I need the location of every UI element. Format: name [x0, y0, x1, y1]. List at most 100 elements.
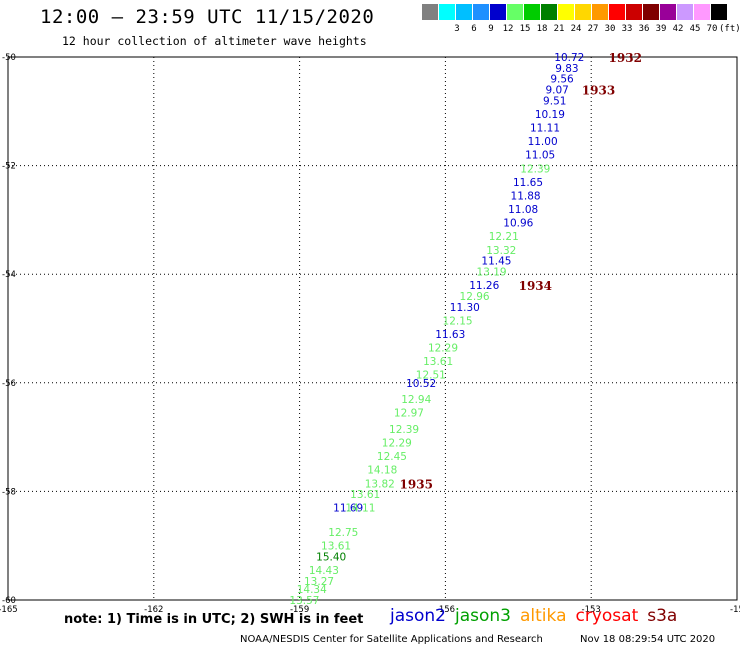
page-title: 12:00 — 23:59 UTC 11/15/2020 [40, 6, 375, 28]
legend-label: 6 [471, 24, 477, 34]
legend-label: 3 [454, 24, 460, 34]
y-tick-label: -54 [2, 270, 16, 280]
x-tick-label: -15 [730, 605, 740, 615]
satellite-cryosat: cryosat [575, 606, 639, 626]
legend-label: 33 [621, 24, 633, 34]
units-note: note: 1) Time is in UTC; 2) SWH is in fe… [64, 612, 364, 627]
wave-height-value: 10.52 [406, 378, 436, 390]
legend-swatch [422, 4, 438, 20]
wave-height-value: 12.51 [416, 370, 446, 382]
wave-height-value: 12.29 [382, 438, 412, 450]
wave-height-value: 13.61 [350, 489, 380, 501]
satellite-s3a: s3a [647, 606, 678, 626]
legend-label: 30 [604, 24, 616, 34]
wave-height-value: 9.83 [555, 63, 578, 75]
wave-height-value: 11.88 [511, 190, 541, 202]
legend-swatch [439, 4, 455, 20]
wave-height-value: 12.15 [443, 315, 473, 327]
wave-height-value: 13.61 [423, 356, 453, 368]
legend-swatch [507, 4, 523, 20]
wave-height-value: 11.08 [508, 204, 538, 216]
legend-swatch [558, 4, 574, 20]
legend-label: 36 [638, 24, 650, 34]
y-tick-label: -52 [2, 162, 16, 172]
legend-swatch [643, 4, 659, 20]
legend-swatch [609, 4, 625, 20]
legend-label: (ft) [719, 24, 740, 34]
legend-swatch [626, 4, 642, 20]
legend-swatch [473, 4, 489, 20]
wave-height-value: 12.94 [401, 394, 431, 406]
wave-height-value: 12.45 [377, 451, 407, 463]
map-frame [7, 56, 738, 601]
legend-label: 15 [519, 24, 531, 34]
generated-timestamp: Nov 18 08:29:54 UTC 2020 [580, 634, 716, 645]
x-tick-label: -162 [144, 605, 163, 615]
legend-label: 12 [502, 24, 514, 34]
wave-height-value: 11.69 [333, 503, 363, 515]
legend-label: 39 [655, 24, 667, 34]
wave-height-value: 15.40 [316, 552, 346, 564]
legend-label: 24 [570, 24, 582, 34]
wave-height-value: 12.21 [489, 231, 519, 243]
satellite-legend: jason2 jason3 altika cryosat s3a [390, 606, 686, 626]
y-tick-label: -58 [2, 487, 16, 497]
wave-height-value: 12.29 [428, 343, 458, 355]
wave-height-value: 14.18 [367, 465, 397, 477]
credit-text: NOAA/NESDIS Center for Satellite Applica… [240, 634, 543, 645]
wave-height-value: 13.19 [477, 266, 507, 278]
legend-swatch [694, 4, 710, 20]
wave-height-value: 11.63 [435, 329, 465, 341]
pass-number-label: 1934 [519, 279, 552, 293]
legend-label: 45 [689, 24, 701, 34]
x-tick-label: -156 [436, 605, 455, 615]
x-tick-label: -153 [582, 605, 601, 615]
wave-height-value: 12.75 [328, 527, 358, 539]
page-subtitle: 12 hour collection of altimeter wave hei… [62, 34, 367, 48]
legend-swatch [677, 4, 693, 20]
pass-number-label: 1932 [609, 51, 642, 65]
wave-height-value: 9.07 [545, 85, 568, 97]
legend-swatch [592, 4, 608, 20]
wave-height-value: 9.51 [543, 95, 566, 107]
wave-height-value: 14.43 [309, 565, 339, 577]
y-tick-label: -56 [2, 379, 16, 389]
legend-label: 18 [536, 24, 548, 34]
legend-label: 70 [706, 24, 718, 34]
wave-height-value: 11.45 [481, 256, 511, 268]
legend-swatch [524, 4, 540, 20]
wave-height-value: 11.11 [530, 123, 560, 135]
wave-height-value: 12.39 [389, 424, 419, 436]
legend-label: 21 [553, 24, 565, 34]
wave-height-value: 13.32 [486, 245, 516, 257]
legend-swatch [490, 4, 506, 20]
wave-height-value: 10.19 [535, 109, 565, 121]
wave-height-value: 11.26 [469, 280, 499, 292]
satellite-altika: altika [520, 606, 567, 626]
legend-swatch [711, 4, 727, 20]
wave-height-value: 11.30 [450, 302, 480, 314]
legend-swatch [660, 4, 676, 20]
pass-number-label: 1933 [582, 84, 615, 98]
legend-swatch [456, 4, 472, 20]
wave-height-value: 12.96 [460, 291, 490, 303]
wave-height-value: 14.34 [297, 584, 327, 596]
legend-swatch [541, 4, 557, 20]
wave-height-value: 10.72 [554, 52, 584, 64]
wave-height-value: 13.57 [289, 595, 319, 607]
x-tick-label: -165 [0, 605, 18, 615]
wave-height-value: 11.05 [525, 150, 555, 162]
wave-height-value: 9.56 [550, 74, 574, 86]
satellite-jason3: jason3 [455, 606, 511, 626]
x-tick-label: -159 [290, 605, 309, 615]
wave-height-value: 13.61 [321, 541, 351, 553]
wave-height-value: 13.82 [365, 478, 395, 490]
wave-height-value: 11.65 [513, 177, 543, 189]
legend-label: 27 [587, 24, 599, 34]
legend-label: 42 [672, 24, 684, 34]
y-tick-label: -60 [2, 596, 16, 606]
wave-height-value: 13.27 [304, 576, 334, 588]
pass-number-label: 1935 [400, 477, 433, 491]
